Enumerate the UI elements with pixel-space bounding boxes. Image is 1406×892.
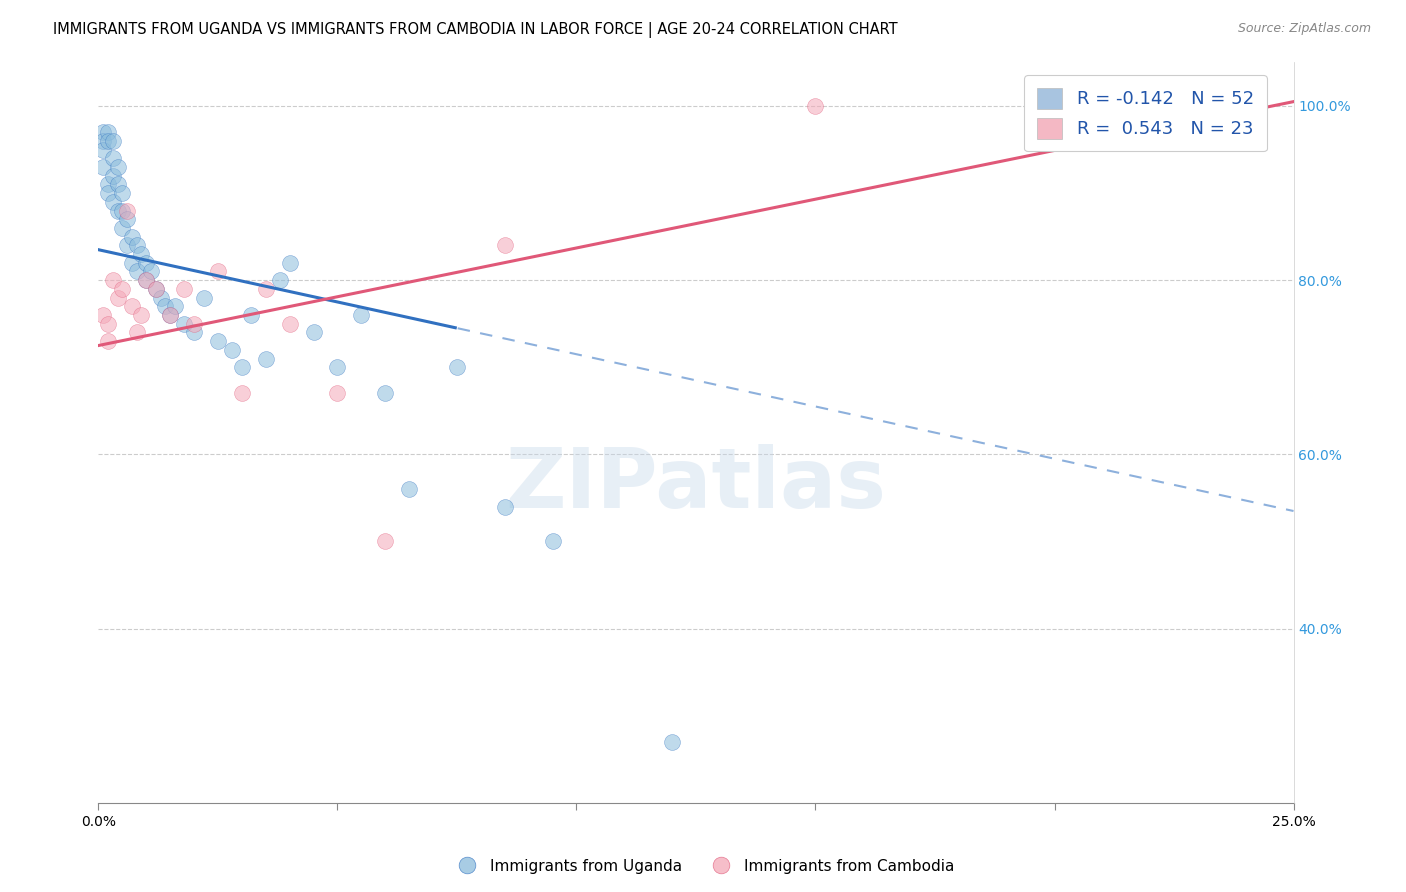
Point <box>183 317 205 331</box>
Point <box>159 308 181 322</box>
Point <box>155 299 177 313</box>
Point <box>173 317 195 331</box>
Point <box>101 134 124 148</box>
Point <box>254 282 277 296</box>
Point <box>101 194 124 209</box>
Point <box>326 360 349 375</box>
Point <box>97 125 120 139</box>
Point <box>446 360 468 375</box>
Point <box>97 186 120 200</box>
Point <box>278 317 301 331</box>
Point <box>207 264 229 278</box>
Point <box>135 273 157 287</box>
Point <box>121 256 143 270</box>
Point <box>131 247 153 261</box>
Point <box>97 134 120 148</box>
Text: ZIPatlas: ZIPatlas <box>506 444 886 525</box>
Point <box>91 125 114 139</box>
Point <box>350 308 373 322</box>
Point <box>149 291 172 305</box>
Point <box>541 534 564 549</box>
Point <box>240 308 263 322</box>
Point <box>139 264 162 278</box>
Point <box>269 273 291 287</box>
Legend: Immigrants from Uganda, Immigrants from Cambodia: Immigrants from Uganda, Immigrants from … <box>446 853 960 880</box>
Text: IMMIGRANTS FROM UGANDA VS IMMIGRANTS FROM CAMBODIA IN LABOR FORCE | AGE 20-24 CO: IMMIGRANTS FROM UGANDA VS IMMIGRANTS FRO… <box>53 22 898 38</box>
Legend: R = -0.142   N = 52, R =  0.543   N = 23: R = -0.142 N = 52, R = 0.543 N = 23 <box>1025 75 1267 151</box>
Point <box>91 308 114 322</box>
Point <box>804 99 827 113</box>
Point <box>91 134 114 148</box>
Point <box>107 178 129 192</box>
Point <box>135 273 157 287</box>
Point <box>111 203 134 218</box>
Point <box>398 482 420 496</box>
Point <box>231 386 253 401</box>
Point <box>374 534 396 549</box>
Point <box>254 351 277 366</box>
Point <box>193 291 215 305</box>
Point <box>302 326 325 340</box>
Point <box>207 334 229 348</box>
Point <box>135 256 157 270</box>
Point <box>163 299 186 313</box>
Point <box>661 735 683 749</box>
Point <box>107 160 129 174</box>
Point <box>374 386 396 401</box>
Point <box>115 212 138 227</box>
Point <box>131 308 153 322</box>
Point <box>159 308 181 322</box>
Point <box>91 160 114 174</box>
Point <box>494 500 516 514</box>
Point <box>107 291 129 305</box>
Point <box>111 221 134 235</box>
Point <box>326 386 349 401</box>
Point <box>125 264 148 278</box>
Point <box>125 326 148 340</box>
Point <box>101 151 124 165</box>
Point <box>183 326 205 340</box>
Point <box>97 334 120 348</box>
Text: Source: ZipAtlas.com: Source: ZipAtlas.com <box>1237 22 1371 36</box>
Point <box>111 282 134 296</box>
Point <box>145 282 167 296</box>
Point <box>121 229 143 244</box>
Point <box>231 360 253 375</box>
Point <box>494 238 516 252</box>
Point <box>111 186 134 200</box>
Point <box>101 273 124 287</box>
Point <box>278 256 301 270</box>
Point <box>91 143 114 157</box>
Point <box>97 178 120 192</box>
Point <box>221 343 243 357</box>
Point <box>97 317 120 331</box>
Point <box>173 282 195 296</box>
Point <box>107 203 129 218</box>
Point <box>115 238 138 252</box>
Point <box>125 238 148 252</box>
Point <box>115 203 138 218</box>
Point <box>145 282 167 296</box>
Point <box>121 299 143 313</box>
Point <box>101 169 124 183</box>
